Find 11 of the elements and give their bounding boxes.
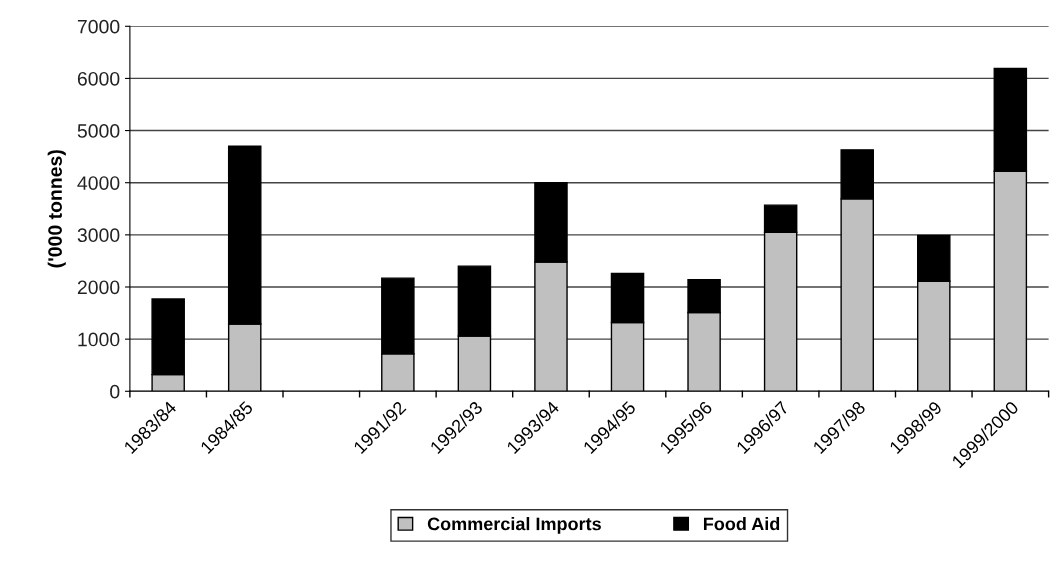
y-tick-label: 7000	[77, 19, 120, 34]
y-tick-label: 6000	[77, 71, 120, 86]
y-tick-label: 1000	[78, 332, 120, 347]
y-tick-label: 0	[110, 384, 120, 399]
y-tick-label: 2000	[77, 280, 120, 295]
y-axis-title: ('000 tonnes)	[47, 150, 66, 268]
legend-label: Commercial Imports	[427, 517, 601, 534]
y-tick-label: 5000	[77, 124, 120, 138]
legend-label: Food Aid	[703, 517, 780, 531]
y-tick-label: 4000	[77, 176, 120, 190]
y-tick-label: 3000	[77, 228, 120, 243]
